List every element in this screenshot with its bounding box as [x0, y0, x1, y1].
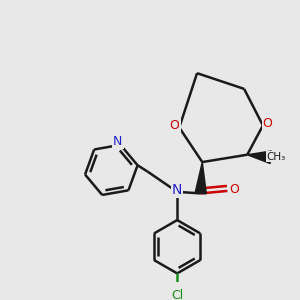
Text: N: N — [172, 183, 182, 197]
Text: Cl: Cl — [171, 290, 183, 300]
Polygon shape — [195, 162, 206, 194]
Text: O: O — [169, 119, 179, 133]
Text: N: N — [113, 135, 123, 148]
Polygon shape — [247, 151, 272, 164]
Text: O: O — [263, 117, 273, 130]
Text: O: O — [229, 183, 239, 196]
Text: CH₃: CH₃ — [267, 152, 286, 162]
